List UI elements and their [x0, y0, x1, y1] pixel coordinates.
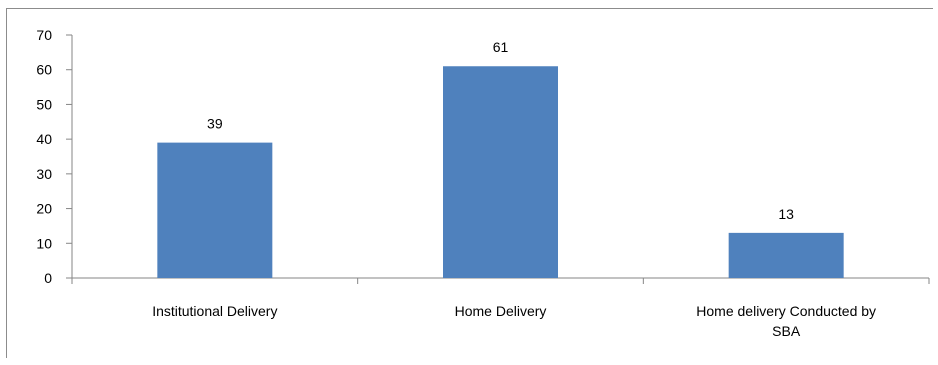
y-tick-label: 10 [36, 235, 52, 251]
y-tick-label: 60 [36, 62, 52, 78]
bar [443, 66, 558, 278]
bar [157, 142, 273, 278]
y-tick-label: 70 [36, 27, 52, 43]
bar [728, 232, 844, 278]
data-label: 61 [493, 39, 509, 55]
x-category-label: SBA [772, 323, 801, 339]
y-tick-label: 0 [44, 270, 52, 286]
x-category-label: Home Delivery [455, 303, 547, 319]
x-category-label: Institutional Delivery [152, 303, 277, 319]
y-tick-label: 40 [36, 131, 52, 147]
bars [157, 66, 844, 278]
x-category-label: Home delivery Conducted by [696, 303, 876, 319]
y-tick-label: 50 [36, 96, 52, 112]
y-tick-label: 20 [36, 201, 52, 217]
y-tick-label: 30 [36, 166, 52, 182]
labels: 0 10 20 30 40 50 60 70 39 Institutional Delivery 6… [36, 27, 876, 339]
data-label: 39 [207, 116, 223, 132]
data-label: 13 [778, 206, 794, 222]
